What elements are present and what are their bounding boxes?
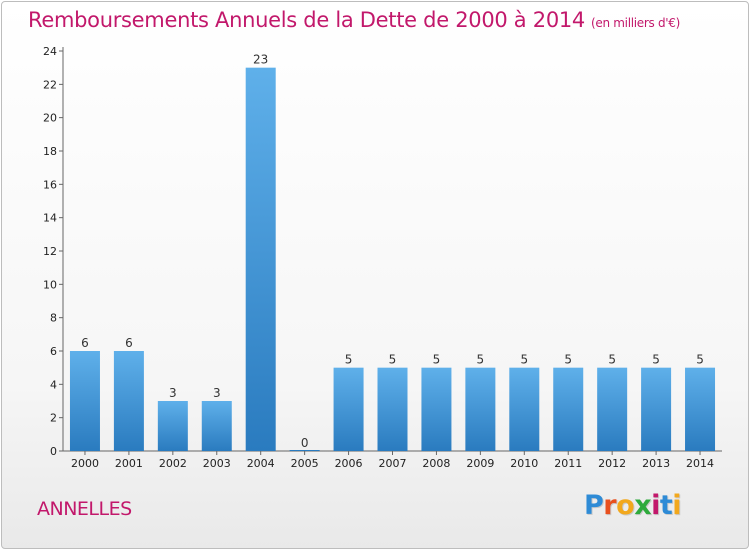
x-tick-label: 2012 <box>598 457 626 470</box>
proxiti-logo: Proxiti <box>584 490 682 521</box>
y-tick-label: 18 <box>43 145 57 158</box>
bar <box>377 367 408 451</box>
logo-letter: i <box>651 490 660 521</box>
x-tick-label: 2008 <box>422 457 450 470</box>
x-tick-label: 2006 <box>335 457 363 470</box>
data-label: 5 <box>477 353 485 367</box>
bar <box>465 367 496 451</box>
data-label: 3 <box>169 386 177 400</box>
logo-letter: i <box>672 490 682 521</box>
data-label: 5 <box>345 353 353 367</box>
logo-letter: t <box>659 490 673 521</box>
x-tick-label: 2005 <box>291 457 319 470</box>
x-tick-label: 2010 <box>510 457 538 470</box>
x-tick-label: 2000 <box>71 457 99 470</box>
bar <box>245 67 276 452</box>
y-tick-label: 22 <box>43 78 57 91</box>
bar <box>113 351 144 451</box>
bar <box>421 367 452 451</box>
data-label: 5 <box>520 353 528 367</box>
data-label: 0 <box>301 436 309 450</box>
bar <box>333 367 364 451</box>
chart-subtitle: (en milliers d'€) <box>591 16 681 30</box>
data-label: 6 <box>125 336 133 350</box>
bar <box>509 367 540 451</box>
x-tick-label: 2009 <box>466 457 494 470</box>
x-tick-label: 2004 <box>247 457 275 470</box>
x-tick-label: 2014 <box>686 457 714 470</box>
bar <box>157 401 188 451</box>
y-tick-label: 8 <box>50 312 57 325</box>
data-label: 5 <box>564 353 572 367</box>
logo-letter: r <box>603 490 617 521</box>
bar <box>641 367 672 451</box>
y-tick-label: 10 <box>43 278 57 291</box>
bar <box>201 401 232 451</box>
data-label: 23 <box>253 53 268 67</box>
y-tick-label: 14 <box>43 212 57 225</box>
y-tick-label: 4 <box>50 378 57 391</box>
y-tick-label: 20 <box>43 112 57 125</box>
y-tick-label: 0 <box>50 445 57 458</box>
bar <box>289 450 320 451</box>
x-tick-label: 2011 <box>554 457 582 470</box>
bar <box>69 351 100 451</box>
y-tick-label: 12 <box>43 245 57 258</box>
data-label: 3 <box>213 386 221 400</box>
logo-letter: x <box>634 490 652 521</box>
y-tick-label: 6 <box>50 345 57 358</box>
commune-name: ANNELLES <box>37 498 132 520</box>
bar <box>685 367 716 451</box>
data-label: 5 <box>608 353 616 367</box>
data-label: 5 <box>433 353 441 367</box>
title-text: Remboursements Annuels de la Dette de 20… <box>28 8 585 32</box>
data-label: 6 <box>81 336 89 350</box>
x-tick-label: 2003 <box>203 457 231 470</box>
logo-letter: P <box>584 490 604 521</box>
x-tick-label: 2001 <box>115 457 143 470</box>
data-label: 5 <box>389 353 397 367</box>
chart-title: Remboursements Annuels de la Dette de 20… <box>28 8 680 32</box>
y-tick-label: 2 <box>50 412 57 425</box>
x-tick-label: 2007 <box>379 457 407 470</box>
data-label: 5 <box>652 353 660 367</box>
x-tick-label: 2013 <box>642 457 670 470</box>
data-label: 5 <box>696 353 704 367</box>
bar <box>597 367 628 451</box>
y-tick-label: 24 <box>43 45 57 58</box>
bar <box>553 367 584 451</box>
logo-letter: o <box>616 490 635 521</box>
x-tick-label: 2002 <box>159 457 187 470</box>
y-tick-label: 16 <box>43 178 57 191</box>
